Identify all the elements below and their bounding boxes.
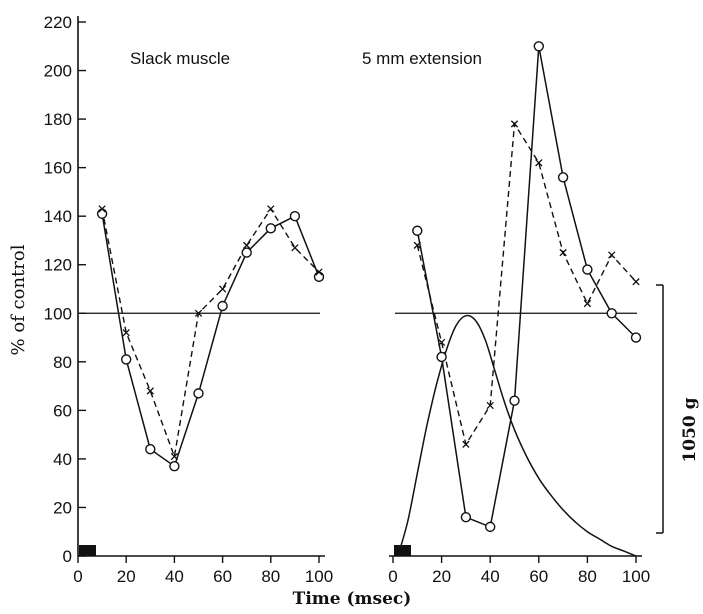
data-point-circle	[217, 300, 228, 312]
data-point-circle	[193, 388, 204, 399]
data-point-circle	[289, 210, 301, 222]
data-point-circle	[460, 511, 472, 523]
y-tick-label: 120	[44, 256, 72, 275]
y-tick-label: 180	[44, 110, 72, 129]
y-tick-label: 60	[53, 401, 72, 420]
data-point-circle	[485, 521, 496, 533]
data-point-cross	[535, 159, 543, 167]
data-point-circle	[436, 351, 447, 363]
data-point-circle	[145, 444, 156, 455]
data-point-circle	[606, 308, 617, 319]
y-tick-label: 220	[44, 13, 72, 32]
data-point-cross	[559, 248, 567, 257]
series-line-circles	[101, 213, 320, 468]
y-tick-label: 40	[53, 450, 72, 469]
data-point-cross	[122, 329, 130, 337]
x-tick-label: 60	[213, 567, 232, 586]
y-axis-label: % of control	[8, 244, 29, 355]
x-tick-label: 100	[305, 567, 333, 586]
y-tick-label: 140	[44, 207, 72, 226]
data-point-cross	[218, 285, 227, 293]
data-point-circle	[313, 271, 325, 283]
y-tick-label: 160	[44, 159, 72, 178]
data-point-circle	[582, 264, 593, 275]
x-tick-label: 0	[388, 567, 397, 586]
data-point-circle	[96, 208, 108, 219]
x-tick-label: 40	[481, 567, 500, 586]
data-point-cross	[486, 401, 494, 410]
data-point-cross	[437, 338, 446, 347]
series-line-crosses	[101, 207, 320, 460]
data-point-cross	[413, 241, 421, 249]
data-point-circle	[509, 395, 520, 406]
x-tick-label: 20	[432, 567, 451, 586]
data-point-circle	[412, 225, 423, 236]
data-point-circle	[557, 172, 569, 183]
data-point-cross	[315, 268, 323, 276]
y-tick-label: 80	[53, 353, 72, 372]
x-tick-label: 100	[622, 567, 650, 586]
x-axis-label: Time (msec)	[293, 589, 412, 609]
data-point-cross	[510, 120, 519, 128]
stimulus-marker	[394, 545, 411, 556]
data-point-cross	[291, 244, 299, 252]
x-tick-label: 60	[529, 567, 548, 586]
data-point-circle	[265, 223, 276, 234]
data-point-cross	[170, 452, 179, 461]
panel-title: 5 mm extension	[362, 49, 482, 68]
x-tick-label: 0	[73, 567, 82, 586]
data-point-circle	[533, 41, 544, 52]
series-line-crosses	[416, 121, 637, 447]
data-point-cross	[267, 205, 275, 213]
stimulus-marker	[79, 545, 96, 556]
data-point-circle	[241, 247, 252, 258]
y-tick-label: 20	[53, 498, 72, 517]
data-point-cross	[98, 205, 106, 213]
y-tick-label: 100	[44, 304, 72, 323]
series-line-circles	[416, 46, 637, 528]
panel-title: Slack muscle	[130, 49, 230, 68]
y-tick-label: 200	[44, 62, 72, 81]
x-tick-label: 80	[261, 567, 280, 586]
twitch-tension-curve	[397, 314, 637, 557]
data-point-cross	[462, 440, 470, 449]
data-point-circle	[169, 460, 180, 472]
scale-bar-label: 1050 g	[680, 397, 700, 462]
data-point-cross	[243, 241, 251, 249]
x-tick-label: 20	[117, 567, 136, 586]
data-point-cross	[146, 387, 154, 395]
x-tick-label: 40	[165, 567, 184, 586]
data-point-cross	[632, 278, 640, 286]
data-point-cross	[194, 309, 203, 317]
data-point-cross	[608, 251, 616, 259]
x-tick-label: 80	[578, 567, 597, 586]
data-point-circle	[630, 332, 642, 343]
y-tick-label: 0	[63, 547, 72, 566]
data-point-circle	[120, 354, 132, 365]
data-point-cross	[583, 299, 592, 308]
